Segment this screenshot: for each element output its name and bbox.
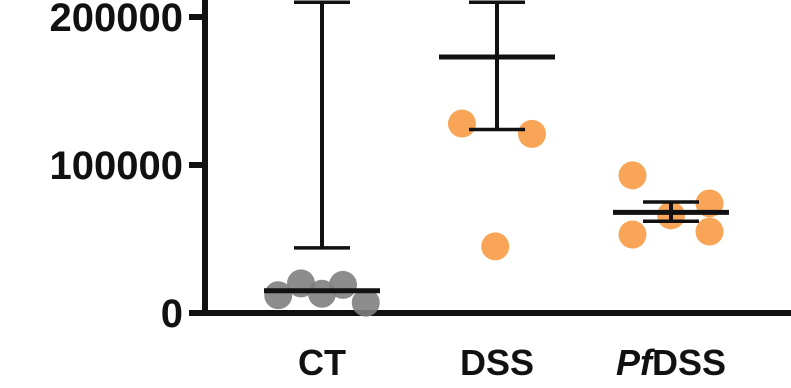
data-group bbox=[264, 0, 380, 317]
data-point bbox=[264, 281, 293, 310]
x-category-label-part: DSS bbox=[460, 342, 534, 383]
y-axis: 0 100000 200000 bbox=[50, 0, 208, 336]
x-category-label-part: Pf bbox=[616, 342, 655, 383]
y-tick-label: 100000 bbox=[50, 144, 183, 188]
data-point bbox=[308, 279, 336, 308]
data-point bbox=[518, 119, 546, 148]
y-tick-label: 200000 bbox=[50, 0, 183, 40]
data-group bbox=[613, 161, 729, 249]
data-point bbox=[618, 220, 647, 249]
data-point bbox=[351, 288, 380, 317]
data-groups bbox=[264, 0, 729, 317]
data-point bbox=[448, 109, 476, 138]
data-point bbox=[329, 270, 357, 299]
data-point bbox=[695, 217, 724, 246]
x-category-label-part: CT bbox=[298, 342, 346, 383]
x-category-label: CT bbox=[298, 342, 346, 383]
x-category-label: PfDSS bbox=[616, 342, 726, 383]
y-tick-label: 0 bbox=[161, 292, 183, 336]
data-point bbox=[618, 161, 647, 190]
data-point bbox=[481, 232, 510, 261]
x-axis: CT DSS PfDSS bbox=[202, 310, 791, 383]
x-category-label: DSS bbox=[460, 342, 534, 383]
data-group bbox=[439, 0, 555, 261]
x-category-label-part: DSS bbox=[652, 342, 726, 383]
